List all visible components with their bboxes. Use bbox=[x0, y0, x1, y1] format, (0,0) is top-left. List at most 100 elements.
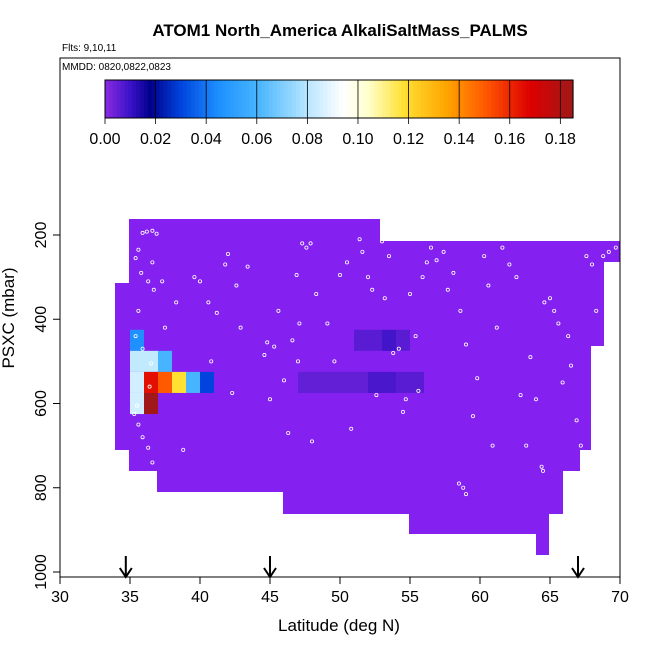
aircraft-point bbox=[294, 273, 299, 278]
aircraft-point bbox=[403, 397, 408, 402]
heatmap-cell bbox=[382, 329, 396, 351]
colorbar-segment bbox=[354, 80, 360, 118]
aircraft-point bbox=[154, 231, 159, 236]
colorbar-segment bbox=[541, 80, 547, 118]
aircraft-point bbox=[486, 283, 491, 288]
colorbar-segment bbox=[245, 80, 250, 118]
aircraft-point bbox=[146, 279, 151, 284]
aircraft-point bbox=[451, 270, 456, 275]
colorbar-segment bbox=[456, 80, 461, 118]
aircraft-point bbox=[542, 300, 547, 305]
colorbar-segment bbox=[264, 80, 270, 118]
colorbar-segment bbox=[331, 80, 336, 118]
colorbar-tick-label: 0.06 bbox=[241, 131, 272, 148]
aircraft-point bbox=[344, 260, 349, 265]
aircraft-point bbox=[560, 380, 565, 385]
colorbar-segment bbox=[284, 80, 289, 118]
colorbar-segment bbox=[471, 80, 477, 118]
aircraft-point bbox=[578, 443, 583, 448]
colorbar-segment bbox=[136, 80, 141, 118]
heatmap-cells bbox=[115, 219, 620, 555]
aircraft-point bbox=[541, 468, 546, 473]
arrow-head bbox=[118, 567, 133, 579]
aircraft-point bbox=[290, 338, 295, 343]
colorbar-segment bbox=[401, 80, 406, 118]
aircraft-point bbox=[140, 435, 145, 440]
aircraft-point bbox=[434, 258, 439, 263]
colorbar-segment bbox=[553, 80, 558, 118]
aircraft-point bbox=[534, 397, 539, 402]
colorbar-segment bbox=[140, 80, 145, 118]
colorbar-tick-label: 0.10 bbox=[342, 131, 373, 148]
aircraft-point bbox=[230, 390, 235, 395]
colorbar-segment bbox=[155, 80, 161, 118]
colorbar-segment bbox=[448, 80, 453, 118]
colorbar-segment bbox=[366, 80, 371, 118]
aircraft-point bbox=[475, 376, 480, 381]
aircraft-point bbox=[552, 308, 557, 313]
colorbar-segment bbox=[307, 80, 313, 118]
colorbar-segment bbox=[190, 80, 196, 118]
colorbar-tick-label: 0.00 bbox=[89, 131, 120, 148]
aircraft-point bbox=[214, 310, 219, 315]
down-arrow-icon bbox=[118, 556, 133, 579]
aircraft-point bbox=[136, 422, 141, 427]
aircraft-point bbox=[325, 321, 330, 326]
aircraft-point bbox=[146, 445, 151, 450]
y-tick-label: 1000 bbox=[33, 554, 50, 590]
colorbar-tick-label: 0.12 bbox=[393, 131, 424, 148]
colorbar-tick-label: 0.02 bbox=[140, 131, 171, 148]
aircraft-point bbox=[234, 283, 239, 288]
x-tick-label: 60 bbox=[471, 589, 489, 606]
aircraft-point bbox=[441, 249, 446, 254]
aircraft-point bbox=[458, 308, 463, 313]
heatmap-cell bbox=[144, 392, 158, 415]
aircraft-point bbox=[134, 403, 139, 408]
aircraft-point bbox=[420, 275, 425, 280]
heatmap-cell bbox=[298, 371, 368, 393]
aircraft-point bbox=[601, 254, 606, 259]
aircraft-point bbox=[613, 245, 618, 250]
aircraft-point bbox=[206, 300, 211, 305]
aircraft-point bbox=[140, 346, 145, 351]
aircraft-point bbox=[396, 346, 401, 351]
aircraft-point bbox=[133, 334, 138, 339]
colorbar-segment bbox=[420, 80, 426, 118]
colorbar-segment bbox=[483, 80, 488, 118]
colorbar-segment bbox=[175, 80, 180, 118]
colorbar-segment bbox=[132, 80, 137, 118]
colorbar-segment bbox=[303, 80, 309, 118]
aircraft-point bbox=[272, 344, 277, 349]
aircraft-point bbox=[514, 275, 519, 280]
colorbar-segment bbox=[389, 80, 395, 118]
aircraft-point bbox=[276, 308, 281, 313]
colorbar-segment bbox=[374, 80, 379, 118]
colorbar-segment bbox=[557, 80, 562, 118]
x-tick-label: 45 bbox=[261, 589, 279, 606]
aircraft-point bbox=[148, 361, 153, 366]
aircraft-point bbox=[150, 260, 155, 265]
aircraft-point bbox=[281, 378, 286, 383]
aircraft-point bbox=[150, 460, 155, 465]
colorbar-segment bbox=[120, 80, 126, 118]
colorbar-segment bbox=[350, 80, 356, 118]
colorbar-segment bbox=[151, 80, 157, 118]
flights-subtitle: Flts: 9,10,11 bbox=[62, 43, 117, 54]
colorbar-segment bbox=[444, 80, 449, 118]
heatmap-cell bbox=[158, 371, 172, 393]
aircraft-point bbox=[528, 355, 533, 360]
aircraft-point bbox=[238, 325, 243, 330]
aircraft-point bbox=[584, 254, 589, 259]
aircraft-point bbox=[606, 249, 611, 254]
colorbar-segment bbox=[397, 80, 402, 118]
colorbar-segment bbox=[225, 80, 231, 118]
aircraft-point bbox=[151, 287, 156, 292]
heatmap-cell bbox=[144, 371, 158, 393]
colorbar-segment bbox=[229, 80, 235, 118]
down-arrow-icon bbox=[571, 556, 585, 579]
heatmap-cell bbox=[396, 329, 410, 351]
colorbar-segment bbox=[569, 80, 574, 118]
colorbar-segment bbox=[565, 80, 570, 118]
aircraft-point bbox=[539, 464, 544, 469]
aircraft-point bbox=[413, 334, 418, 339]
